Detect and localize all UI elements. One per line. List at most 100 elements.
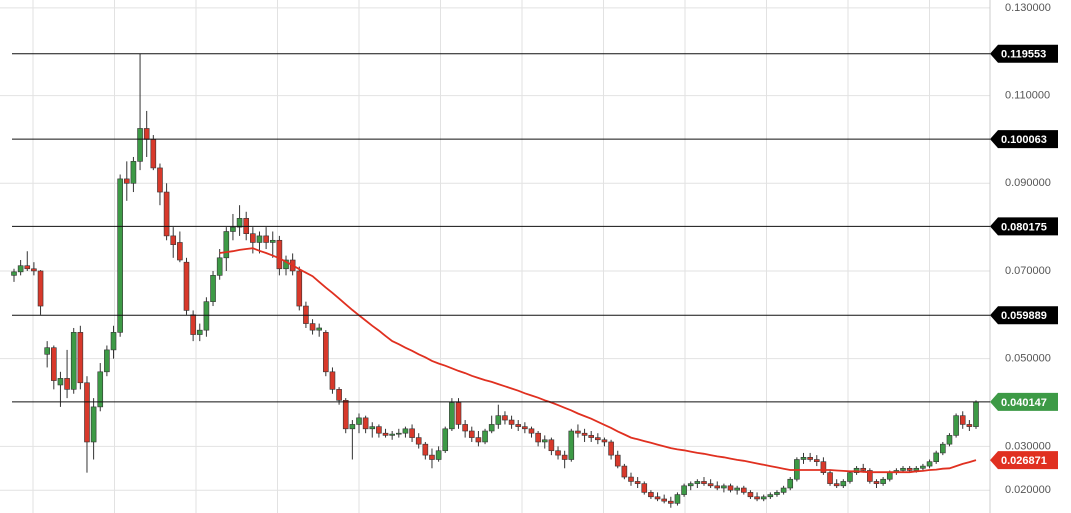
candle-body: [774, 492, 780, 495]
candle-body: [37, 270, 44, 307]
candle-body: [442, 428, 449, 452]
candle-body: [880, 478, 886, 484]
candle-body: [382, 432, 389, 436]
candle-body: [940, 443, 946, 454]
candle-body: [561, 454, 568, 460]
candle-body: [216, 257, 223, 276]
candle-body: [263, 235, 269, 243]
level-label: 0.080175: [1001, 221, 1047, 233]
candle-body: [608, 441, 614, 456]
candle-body: [57, 378, 64, 386]
candle-body: [64, 378, 70, 390]
candle-body: [369, 426, 376, 430]
candle-body: [395, 432, 402, 435]
candle-body: [714, 485, 721, 489]
y-tick-label: 0.020000: [1005, 484, 1051, 496]
candle-body: [827, 472, 833, 484]
candle-body: [190, 314, 196, 335]
candle-body: [329, 371, 336, 390]
candle-body: [548, 439, 555, 452]
candle-body: [541, 439, 548, 443]
candle-body: [906, 467, 913, 471]
candle-body: [24, 265, 31, 270]
candle-body: [581, 432, 588, 436]
candle-body: [230, 226, 236, 232]
candle-body: [402, 428, 409, 434]
candle-body: [309, 323, 316, 331]
candle-body: [203, 301, 210, 331]
candle-body: [953, 415, 959, 436]
candle-body: [236, 218, 243, 228]
level-label-bg: [990, 130, 1058, 149]
candle-body: [747, 492, 754, 498]
candle-body: [707, 483, 714, 487]
candle-body: [316, 327, 322, 331]
candle-body: [946, 435, 953, 445]
y-tick-label: 0.110000: [1005, 89, 1050, 101]
moving-average: [219, 247, 977, 474]
candle-body: [97, 371, 104, 408]
y-tick-label: 0.090000: [1005, 177, 1051, 189]
candle-body: [137, 128, 143, 162]
candle-body: [787, 478, 794, 489]
candle-body: [654, 496, 661, 500]
y-tick-label: 0.070000: [1005, 265, 1051, 277]
candle-body: [873, 481, 880, 484]
candle-body: [760, 496, 767, 500]
candle-body: [77, 332, 84, 384]
candle-body: [575, 430, 581, 434]
candle-body: [389, 433, 395, 436]
candle-body: [435, 450, 442, 460]
candle-body: [468, 430, 475, 438]
y-tick-label: 0.050000: [1005, 353, 1051, 365]
level-label: 0.040147: [1001, 397, 1047, 409]
candle-body: [973, 401, 979, 427]
candle-body: [674, 494, 681, 504]
level-label: 0.100063: [1001, 134, 1047, 146]
candle-body: [595, 437, 601, 441]
candle-body: [177, 242, 183, 261]
candle-body: [820, 461, 827, 473]
candle-body: [269, 239, 276, 243]
ma-label-bg: [990, 451, 1058, 470]
candle-body: [588, 435, 595, 438]
candle-body: [754, 496, 760, 500]
candle-body: [508, 419, 515, 425]
candle-body: [163, 191, 170, 237]
candle-body: [276, 239, 283, 270]
candle-body: [415, 437, 422, 445]
candle-body: [628, 476, 634, 482]
candle-body: [495, 415, 502, 425]
candle-body: [150, 139, 157, 169]
candle-body: [515, 424, 522, 427]
candle-body: [356, 417, 362, 425]
candle-body: [84, 382, 90, 443]
level-label-bg: [990, 217, 1058, 236]
candle-body: [694, 481, 701, 484]
candle-body: [31, 268, 37, 272]
candle-body: [634, 481, 641, 484]
candle-body: [840, 481, 847, 487]
candle-body: [256, 235, 263, 243]
candle-body: [933, 452, 939, 462]
candle-body: [449, 402, 455, 430]
candle-body: [641, 483, 648, 493]
candle-body: [336, 389, 342, 401]
candle-body: [648, 492, 654, 498]
candle-body: [250, 233, 256, 243]
candle-body: [462, 424, 468, 432]
candle-body: [601, 439, 608, 443]
candle-body: [727, 485, 734, 491]
candle-body: [681, 485, 687, 495]
candle-body: [555, 450, 561, 456]
candle-body: [522, 426, 528, 430]
candle-body: [886, 472, 893, 480]
candle-body: [104, 349, 110, 373]
candle-body: [528, 428, 535, 434]
candle-body: [926, 461, 933, 467]
level-label-bg: [990, 306, 1058, 325]
candle-body: [376, 426, 382, 434]
candle-body: [123, 178, 130, 184]
candle-body: [455, 402, 462, 425]
y-tick-label: 0.030000: [1005, 440, 1051, 452]
